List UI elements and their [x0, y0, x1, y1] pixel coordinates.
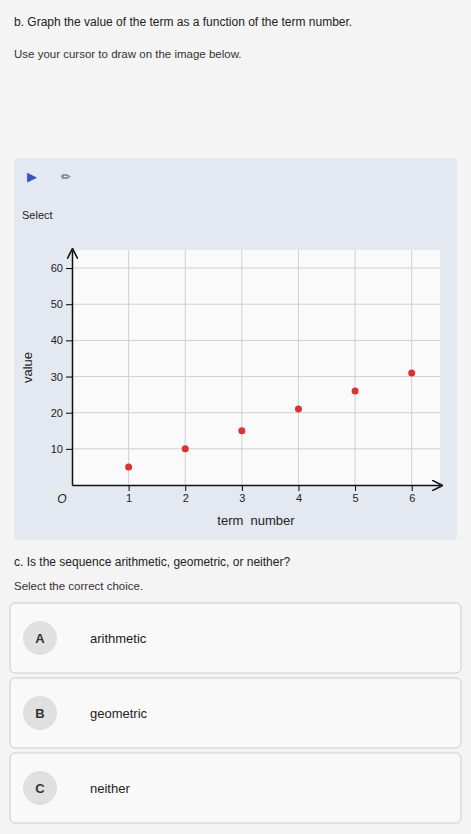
toolbar-icon[interactable]: ✏ — [61, 170, 71, 184]
y-axis: 10 20 30 40 50 60 — [51, 251, 73, 486]
tick-mark — [412, 485, 413, 491]
tick-label: 4 — [296, 492, 302, 504]
tick-label: 40 — [51, 334, 63, 346]
grid-line — [298, 250, 299, 485]
points — [125, 369, 415, 470]
grid-line — [72, 268, 440, 269]
tick: 2 — [183, 485, 189, 504]
tick-label: 2 — [183, 492, 189, 504]
tick-mark — [66, 268, 72, 269]
choice-letter[interactable]: B — [35, 706, 44, 721]
point — [295, 406, 302, 413]
choice-text[interactable]: neither — [90, 781, 130, 796]
tick-label: 30 — [51, 371, 63, 383]
grid-line — [72, 376, 440, 377]
choice-text[interactable]: arithmetic — [90, 631, 147, 646]
panel — [14, 158, 457, 540]
tick-mark — [185, 485, 186, 491]
tick-mark — [66, 449, 72, 450]
page: b. Graph the value of the term as a func… — [0, 0, 471, 834]
tick: 3 — [239, 485, 245, 504]
tick-label: 6 — [409, 492, 415, 504]
tick: 50 — [51, 298, 72, 310]
choice-badge[interactable] — [23, 621, 57, 655]
tick: 20 — [51, 407, 72, 419]
tick-mark — [242, 485, 243, 491]
tick-label: 20 — [51, 407, 63, 419]
axis-line — [72, 251, 74, 486]
point — [182, 445, 189, 452]
subtitle: Use your cursor to draw on the image bel… — [14, 48, 242, 60]
tick: 1 — [126, 485, 132, 504]
tick-label: 3 — [239, 492, 245, 504]
grid-line — [411, 250, 412, 485]
tick-mark — [298, 485, 299, 491]
grid-line — [241, 250, 242, 485]
tick-mark — [66, 377, 72, 378]
choice-badge[interactable] — [23, 771, 57, 805]
title: b. Graph the value of the term as a func… — [14, 15, 352, 29]
tick-mark — [66, 340, 72, 341]
tick-mark — [66, 304, 72, 305]
tick-label: 50 — [51, 298, 63, 310]
choice-letter[interactable]: C — [35, 781, 45, 796]
tick-label: 1 — [126, 492, 132, 504]
tick-label: 60 — [51, 262, 63, 274]
tick: 30 — [51, 371, 72, 383]
grid — [72, 250, 440, 485]
origin-label: O — [57, 492, 66, 506]
axis-line — [73, 485, 441, 487]
grid-line — [72, 412, 440, 413]
tick: 10 — [51, 443, 72, 455]
choice-box[interactable] — [10, 753, 461, 823]
grid-line — [72, 340, 440, 341]
grid-line — [72, 448, 440, 449]
choice-box[interactable] — [10, 603, 461, 673]
y-axis-title: value — [20, 352, 35, 383]
point — [352, 388, 359, 395]
grid-line — [128, 250, 129, 485]
tick: 6 — [409, 485, 415, 504]
point — [238, 427, 245, 434]
x-axis-title: term number — [217, 513, 295, 528]
choice-box[interactable] — [10, 678, 461, 748]
plot-area — [72, 250, 440, 485]
grid-line — [72, 304, 440, 305]
choice-badge[interactable] — [23, 696, 57, 730]
select-label: Select — [22, 209, 53, 221]
tick-mark — [129, 485, 130, 491]
instruction: Select the correct choice. — [14, 580, 143, 592]
point — [408, 369, 415, 376]
choice-letter[interactable]: A — [35, 631, 45, 646]
x-axis: 1 2 3 4 5 6 — [73, 485, 441, 504]
question: c. Is the sequence arithmetic, geometric… — [14, 555, 290, 569]
tick: 5 — [353, 485, 359, 504]
tick: 60 — [51, 262, 72, 274]
tick-mark — [355, 485, 356, 491]
tick-label: 5 — [353, 492, 359, 504]
choice-text[interactable]: geometric — [90, 706, 148, 721]
tick: 4 — [296, 485, 302, 504]
tick-mark — [66, 413, 72, 414]
tick-label: 10 — [51, 443, 63, 455]
tick: 40 — [51, 334, 72, 346]
toolbar-icon[interactable]: ▶ — [27, 169, 37, 184]
grid-line — [355, 250, 356, 485]
point — [125, 463, 132, 470]
